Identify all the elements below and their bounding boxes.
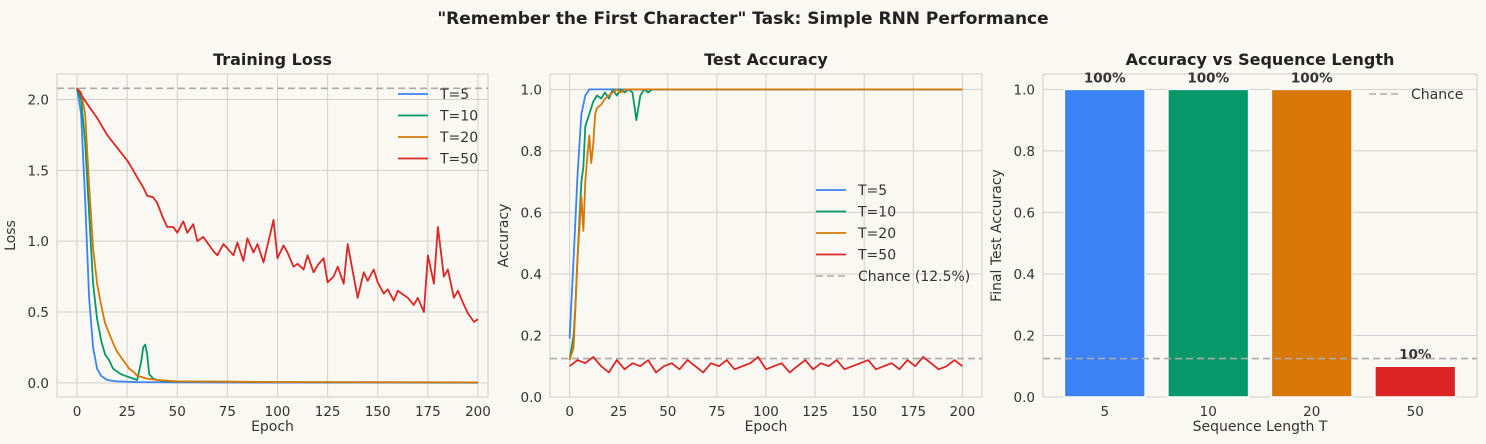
accuracy-series-line-t5 (568, 88, 963, 339)
bars-y-tick-label: 0.4 (1014, 267, 1035, 283)
accuracy-x-tick-label: 75 (708, 404, 725, 420)
bar-t20 (1270, 88, 1353, 398)
accuracy-x-tick-label: 175 (900, 404, 926, 420)
bars-y-tick-label: 0.2 (1014, 328, 1035, 344)
loss-series-line-t5 (76, 88, 479, 384)
loss-legend-label: T=5 (439, 87, 469, 103)
bars-y-tick-label: 1.0 (1014, 82, 1035, 98)
bar-value-label: 100% (1084, 70, 1126, 86)
bars-legend: Chance (1369, 87, 1463, 103)
accuracy-series-line-t20 (568, 88, 963, 361)
accuracy-x-tick-label: 50 (659, 404, 676, 420)
loss-y-tick-label: 1.0 (28, 234, 49, 250)
bars-y-tick-label: 0.8 (1014, 144, 1035, 160)
accuracy-legend-label: T=10 (857, 205, 896, 221)
loss-y-axis-label: Loss (3, 220, 19, 251)
bar-value-label: 100% (1187, 70, 1229, 86)
loss-x-tick-label: 200 (465, 404, 491, 420)
loss-y-tick-label: 2.0 (28, 93, 49, 109)
training-loss-panel: 0.0 0.5 1.0 1.5 2.0 0 25 50 75 100 125 150 175 200 Tra… (3, 50, 491, 435)
accuracy-legend: T=5 T=10 T=20 T=50 Chance (12.5%) (816, 183, 970, 285)
bars-x-axis-label: Sequence Length T (1193, 419, 1328, 435)
loss-x-tick-label: 50 (169, 404, 186, 420)
loss-y-tick-label: 1.5 (28, 163, 49, 179)
loss-legend-label: T=50 (439, 152, 478, 168)
loss-title: Training Loss (213, 50, 332, 69)
accuracy-y-tick-label: 0.4 (521, 267, 542, 283)
loss-x-tick-label: 100 (265, 404, 291, 420)
test-accuracy-panel: 0.0 0.2 0.4 0.6 0.8 1.0 0 25 50 75 100 125 150 175 200… (496, 50, 983, 435)
accuracy-y-tick-label: 0.6 (521, 205, 542, 221)
loss-series-line-t20 (76, 87, 479, 384)
accuracy-x-tick-label: 150 (851, 404, 877, 420)
loss-series-line-t50 (76, 87, 479, 323)
loss-y-tick-label: 0.0 (28, 376, 49, 392)
loss-x-tick-label: 0 (73, 404, 82, 420)
loss-y-tick-label: 0.5 (28, 305, 49, 321)
loss-plot-area (56, 73, 489, 398)
accuracy-title: Test Accuracy (704, 50, 828, 69)
loss-legend: T=5 T=10 T=20 T=50 (398, 87, 478, 168)
loss-x-tick-label: 75 (219, 404, 236, 420)
bar-t5 (1063, 88, 1146, 398)
loss-x-tick-label: 175 (415, 404, 441, 420)
accuracy-x-tick-label: 200 (949, 404, 975, 420)
accuracy-legend-label: T=5 (857, 183, 887, 199)
accuracy-y-tick-label: 1.0 (521, 82, 542, 98)
accuracy-legend-label: T=20 (857, 226, 896, 242)
bars-legend-label: Chance (1411, 87, 1463, 103)
loss-x-tick-label: 150 (365, 404, 391, 420)
accuracy-x-tick-label: 100 (753, 404, 779, 420)
accuracy-y-axis-label: Accuracy (496, 204, 512, 268)
accuracy-y-tick-label: 0.8 (521, 144, 542, 160)
accuracy-x-tick-label: 125 (802, 404, 828, 420)
loss-x-tick-label: 125 (315, 404, 341, 420)
figure-title: "Remember the First Character" Task: Sim… (437, 9, 1048, 29)
accuracy-x-tick-label: 25 (610, 404, 627, 420)
bars-y-axis-label: Final Test Accuracy (989, 169, 1005, 302)
bars-title: Accuracy vs Sequence Length (1126, 50, 1395, 69)
bar-value-label: 10% (1399, 347, 1432, 363)
loss-legend-label: T=20 (439, 130, 478, 146)
accuracy-y-tick-label: 0.2 (521, 328, 542, 344)
bar-t50 (1374, 365, 1457, 398)
bar-value-label: 100% (1291, 70, 1333, 86)
accuracy-y-tick-label: 0.0 (521, 390, 542, 406)
bars-x-tick-label: 10 (1200, 404, 1217, 420)
accuracy-vs-length-panel: 0.0 0.2 0.4 0.6 0.8 1.0 Accuracy vs Sequence L… (989, 50, 1478, 435)
bars-x-tick-label: 50 (1407, 404, 1424, 420)
loss-x-tick-label: 25 (119, 404, 136, 420)
loss-x-axis-label: Epoch (251, 419, 294, 435)
bars-y-tick-label: 0.6 (1014, 205, 1035, 221)
bars-x-tick-label: 20 (1303, 404, 1320, 420)
accuracy-x-axis-label: Epoch (745, 419, 788, 435)
bars-y-tick-label: 0.0 (1014, 390, 1035, 406)
bars-x-tick-label: 5 (1100, 404, 1109, 420)
accuracy-legend-label: T=50 (857, 248, 896, 264)
loss-legend-label: T=10 (439, 109, 478, 125)
accuracy-x-tick-label: 0 (565, 404, 574, 420)
accuracy-legend-label: Chance (12.5%) (858, 269, 970, 285)
bar-t10 (1167, 88, 1250, 398)
accuracy-series-line-t50 (569, 356, 963, 374)
